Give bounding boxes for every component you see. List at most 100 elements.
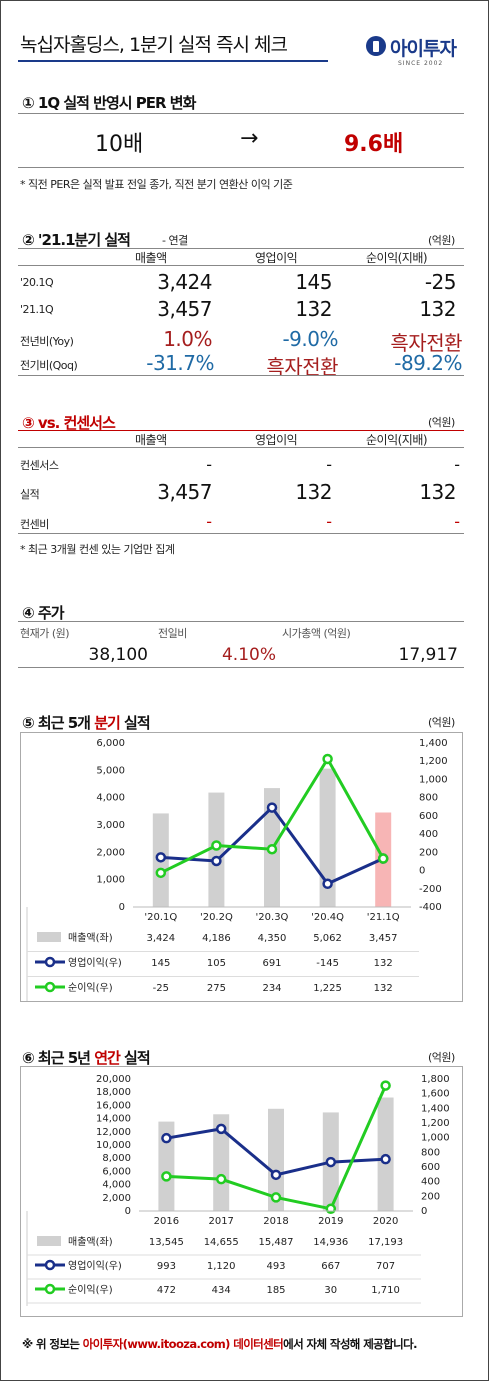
cell-value: - (326, 455, 332, 474)
table-cell-value: 132 (374, 983, 393, 994)
cell-value: 132 (295, 297, 332, 321)
cell-value: 132 (419, 480, 456, 504)
point-net (270, 1192, 282, 1203)
y-right-tick-label: 1,800 (421, 1074, 450, 1085)
y-right-tick-label: 1,600 (421, 1089, 450, 1100)
x-tick-label: '20.2Q (200, 912, 233, 923)
per-note: * 직전 PER은 실적 발표 전일 종가, 직전 분기 연환산 이익 기준 (20, 178, 293, 191)
divider (18, 167, 464, 168)
y-left-tick-label: 6,000 (96, 738, 125, 749)
divider (18, 667, 464, 668)
bar-sales (319, 768, 336, 907)
row-label: 실적 (20, 488, 40, 501)
row-label: 컨센서스 (20, 459, 59, 472)
table-cell-value: 275 (207, 983, 226, 994)
consensus-note: * 최근 3개월 컨센 있는 기업만 집계 (20, 543, 175, 556)
point-net (377, 853, 389, 864)
point-op (266, 802, 278, 813)
per-after: 9.6배 (344, 132, 404, 157)
table-cell-value: 14,655 (204, 1237, 239, 1248)
y-right-tick-label: 1,200 (421, 1118, 450, 1129)
point-op (211, 855, 222, 867)
price-section-title: ④ 주가 (22, 604, 65, 622)
table-cell-value: 1,225 (313, 983, 342, 994)
table-cell-value: 4,186 (202, 933, 231, 944)
divider (18, 265, 464, 266)
row-label: '21.1Q (20, 303, 54, 316)
annual-section-title: ⑥ 최근 5년 연간 실적 (22, 1049, 151, 1067)
quarterly-chart-box: 6,000 5,000 4,000 3,000 2,000 1,000 0 1,400 1,20… (20, 732, 463, 1005)
table-cell-value: 493 (266, 1261, 285, 1272)
y-left-tick-label: 18,000 (96, 1087, 131, 1098)
cell-value: -25 (424, 270, 457, 294)
quarterly-chart: 6,000 5,000 4,000 3,000 2,000 1,000 0 1,400 1,20… (26, 738, 448, 1005)
bar-sales (268, 1108, 284, 1211)
table-cell-value: 17,193 (368, 1237, 403, 1248)
table-cell-value: 234 (262, 983, 281, 994)
y-left-tick-label: 12,000 (96, 1127, 131, 1138)
y-left-tick-label: 2,000 (96, 847, 125, 858)
per-section-title: ① 1Q 실적 반영시 PER 변화 (22, 94, 196, 112)
point-op (322, 878, 333, 890)
table-cell-value: 14,936 (313, 1237, 348, 1248)
table-cell-value: 13,545 (149, 1237, 184, 1248)
table-cell-value: 667 (321, 1261, 340, 1272)
col-header-op: 영업이익 (255, 433, 298, 447)
y-left-tick-label: 3,000 (96, 820, 125, 831)
cell-value: - (454, 512, 460, 531)
arrow-icon: → (240, 126, 259, 151)
y-right-tick-label: 600 (421, 1162, 440, 1173)
cell-value: - (206, 455, 212, 474)
cell-value: -89.2% (394, 351, 462, 375)
col-header-sales: 매출액 (135, 433, 167, 447)
cell-value: 132 (295, 480, 332, 504)
divider (18, 248, 464, 249)
footer-note: ※ 위 정보는 아이투자(www.itooza.com) 데이터센터에서 자체 … (22, 1337, 417, 1351)
point-op (270, 1169, 282, 1181)
divider (18, 375, 464, 376)
table-cell-value: 185 (266, 1285, 285, 1296)
y-right-tick-label: 0 (421, 1206, 427, 1217)
y-right-tick-label: 1,400 (419, 738, 448, 749)
title-underline (18, 60, 328, 62)
table-cell-value: 3,457 (369, 933, 398, 944)
quarterly-section-title: ⑤ 최근 5개 분기 실적 (22, 714, 151, 732)
table-cell-value: 5,062 (313, 933, 342, 944)
annual-chart-box: 20,000 18,000 16,000 14,000 12,000 10,000 8,00… (20, 1066, 463, 1317)
legend-label-op: 영업이익(우) (68, 1259, 122, 1272)
cell-value: 145 (295, 270, 332, 294)
point-net (325, 1203, 337, 1215)
y-right-tick-label: 1,400 (421, 1103, 450, 1114)
y-right-tick-label: 800 (419, 793, 438, 804)
table-cell-value: 4,350 (258, 933, 287, 944)
cell-value: 132 (419, 297, 456, 321)
cell-value: - (206, 512, 212, 531)
x-tick-label: 2018 (263, 1216, 288, 1227)
row-label: 전기비(Qoq) (20, 359, 78, 372)
y-left-tick-label: 10,000 (96, 1140, 131, 1151)
legend-marker-net (44, 1283, 56, 1295)
cell-value: -31.7% (146, 351, 214, 375)
point-op (325, 1156, 337, 1168)
x-tick-label: '20.3Q (256, 912, 289, 923)
point-net (322, 753, 333, 765)
y-left-tick-label: 5,000 (96, 765, 125, 776)
bar-sales (158, 1121, 175, 1211)
x-tick-label: '20.4Q (311, 912, 344, 923)
divider (18, 447, 464, 448)
point-net (211, 840, 222, 851)
q1-subtitle: - 연결 (162, 234, 188, 247)
y-right-tick-label: 1,000 (421, 1133, 450, 1144)
point-net (161, 1171, 172, 1182)
y-left-tick-label: 4,000 (102, 1180, 131, 1191)
cell-value: - (326, 512, 332, 531)
y-right-tick-label: 400 (421, 1177, 440, 1188)
point-op (215, 1123, 227, 1135)
y-left-tick-label: 16,000 (96, 1100, 131, 1111)
table-cell-value: 132 (374, 958, 393, 969)
legend-marker-op (44, 1259, 56, 1271)
cell-value: 3,424 (157, 270, 212, 294)
y-left-tick-label: 2,000 (102, 1193, 131, 1204)
x-tick-label: '21.1Q (367, 912, 400, 923)
x-tick-label: 2016 (154, 1216, 179, 1227)
